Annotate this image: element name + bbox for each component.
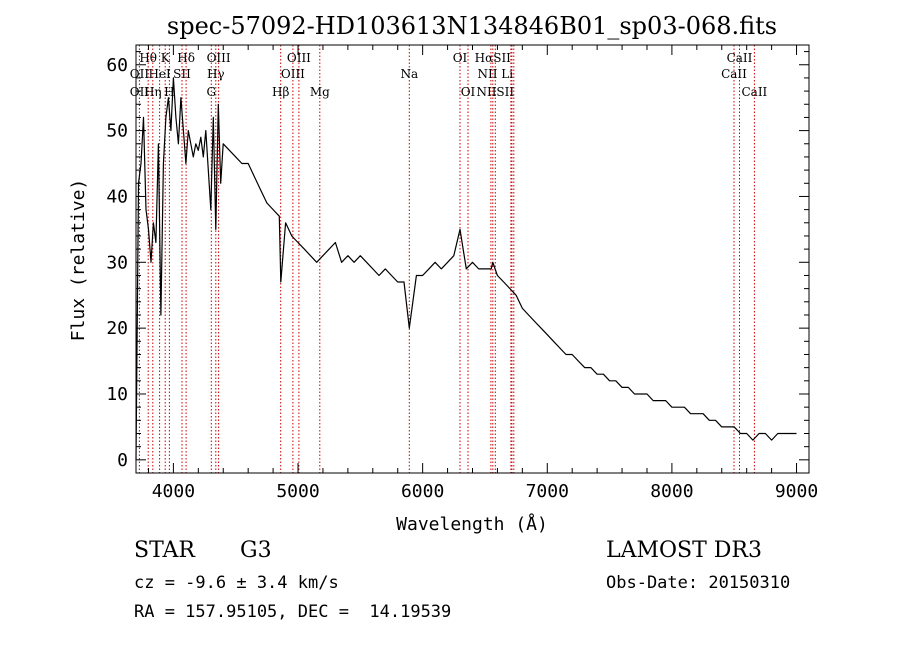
y-axis-ticks: 0 10 20 30 40 50 60 bbox=[106, 51, 809, 471]
y-tick-label-5: 50 bbox=[106, 121, 128, 142]
x-tick-label-1: 5000 bbox=[276, 481, 319, 502]
x-tick-label-0: 4000 bbox=[152, 481, 195, 502]
chart-title: spec-57092-HD103613N134846B01_sp03-068.f… bbox=[167, 12, 777, 40]
line-label-22: CaII bbox=[727, 51, 753, 65]
line-label-12: OIII bbox=[287, 51, 311, 65]
line-label-6: OII bbox=[130, 85, 150, 99]
line-label-2: Hδ bbox=[177, 51, 195, 65]
survey-name: LAMOST DR3 bbox=[606, 538, 762, 563]
line-label-20: NII Li bbox=[477, 67, 513, 81]
line-label-19: HαSII bbox=[475, 51, 512, 65]
y-tick-label-1: 10 bbox=[106, 384, 128, 405]
y-tick-label-6: 60 bbox=[106, 55, 128, 76]
y-tick-label-3: 30 bbox=[106, 252, 128, 273]
x-tick-label-2: 6000 bbox=[401, 481, 444, 502]
line-label-3: OII bbox=[130, 67, 150, 81]
line-label-8: H bbox=[164, 85, 174, 99]
y-tick-label-4: 40 bbox=[106, 186, 128, 207]
line-label-24: CaII bbox=[741, 85, 767, 99]
spectrum-series-line bbox=[135, 77, 797, 460]
x-tick-label-4: 8000 bbox=[650, 481, 693, 502]
y-axis-label: Flux (relative) bbox=[68, 179, 89, 342]
x-tick-label-5: 9000 bbox=[775, 481, 818, 502]
line-label-17: OI bbox=[453, 51, 468, 65]
coordinates: RA = 157.95105, DEC = 14.19539 bbox=[134, 602, 452, 622]
object-class: STAR bbox=[134, 538, 195, 563]
line-label-18: OI bbox=[461, 85, 476, 99]
line-label-15: Mg bbox=[310, 85, 330, 99]
observation-date: Obs-Date: 20150310 bbox=[606, 573, 791, 593]
y-tick-label-0: 0 bbox=[117, 450, 128, 471]
line-label-5: SII bbox=[173, 67, 191, 81]
line-label-14: Hβ bbox=[272, 85, 289, 99]
line-label-9: OIII bbox=[207, 51, 231, 65]
line-label-13: OIII bbox=[281, 67, 305, 81]
spectral-line-markers bbox=[138, 45, 755, 473]
x-axis-label: Wavelength (Å) bbox=[396, 513, 548, 535]
x-tick-label-3: 7000 bbox=[526, 481, 569, 502]
line-label-1: K bbox=[161, 51, 171, 65]
y-tick-label-2: 20 bbox=[106, 318, 128, 339]
line-label-21: NIISII bbox=[476, 85, 514, 99]
line-label-16: Na bbox=[400, 67, 418, 81]
line-label-7: Hη bbox=[144, 85, 162, 99]
radial-velocity: cz = -9.6 ± 3.4 km/s bbox=[134, 573, 339, 593]
line-label-4: HeI bbox=[148, 67, 171, 81]
plot-frame bbox=[135, 44, 810, 474]
line-label-23: CaII bbox=[721, 67, 747, 81]
object-subclass: G3 bbox=[240, 538, 272, 563]
x-axis-ticks: 4000 5000 6000 7000 8000 9000 bbox=[147, 45, 818, 502]
line-label-10: Hγ bbox=[207, 67, 225, 81]
line-label-0: Hθ bbox=[139, 51, 157, 65]
line-label-11: G bbox=[207, 85, 217, 99]
